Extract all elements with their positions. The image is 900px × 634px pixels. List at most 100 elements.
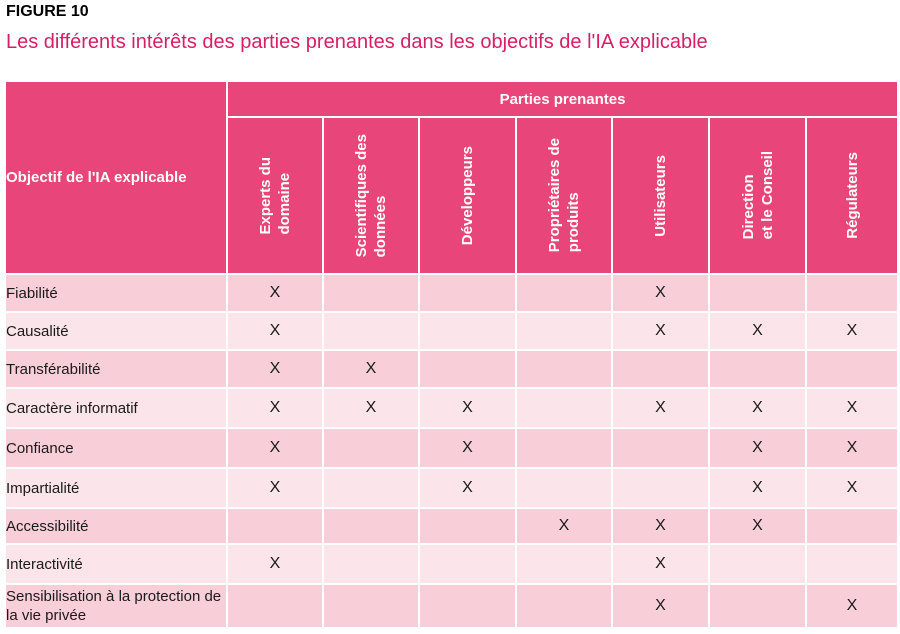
table-row: Impartialité X X X X bbox=[4, 467, 900, 509]
table-cell: X bbox=[708, 507, 807, 545]
table-cell bbox=[322, 583, 420, 629]
row-objective-label: Impartialité bbox=[4, 467, 228, 509]
row-objective-label: Caractère informatif bbox=[4, 387, 228, 429]
row-objective-label: Causalité bbox=[4, 311, 228, 351]
stakeholder-label: Utilisateurs bbox=[652, 154, 669, 237]
table-cell: X bbox=[611, 311, 710, 351]
stakeholder-label: Régulateurs bbox=[843, 152, 861, 239]
table-cell: X bbox=[418, 467, 517, 509]
table-cell: X bbox=[804, 387, 900, 429]
table-cell bbox=[226, 507, 324, 545]
table-cell bbox=[515, 583, 613, 629]
table-cell bbox=[515, 273, 613, 313]
table-cell bbox=[418, 311, 517, 351]
table-row: Sensibilisation à la protection de la vi… bbox=[4, 583, 900, 629]
row-objective-label: Interactivité bbox=[4, 543, 228, 585]
table-cell: X bbox=[804, 583, 900, 629]
header-row-group: Objectif de l'IA explicable Parties pren… bbox=[4, 80, 900, 275]
table-row: Fiabilité X X bbox=[4, 273, 900, 313]
table-cell: X bbox=[226, 349, 324, 389]
table-cell bbox=[804, 273, 900, 313]
stakeholder-header-regulators: Régulateurs bbox=[804, 116, 900, 275]
table-cell: X bbox=[515, 507, 613, 545]
table-cell bbox=[804, 543, 900, 585]
table-cell bbox=[708, 543, 807, 585]
table-cell: X bbox=[322, 349, 420, 389]
row-objective-label: Sensibilisation à la protection de la vi… bbox=[4, 583, 228, 629]
table-row: Causalité X X X X bbox=[4, 311, 900, 351]
table-cell bbox=[515, 467, 613, 509]
table-cell bbox=[515, 387, 613, 429]
table-cell: X bbox=[226, 273, 324, 313]
stakeholder-header-product-owners: Propriétaires de produits bbox=[515, 116, 613, 275]
table-cell bbox=[418, 349, 517, 389]
table-cell: X bbox=[226, 311, 324, 351]
table-cell: X bbox=[611, 273, 710, 313]
stakeholder-header-users: Utilisateurs bbox=[611, 116, 710, 275]
table-cell bbox=[322, 543, 420, 585]
table-cell: X bbox=[322, 387, 420, 429]
table-cell: X bbox=[611, 543, 710, 585]
stakeholder-label: Experts du domaine bbox=[257, 156, 293, 235]
stakeholder-header-board: Direction et le Conseil bbox=[708, 116, 807, 275]
table-cell bbox=[418, 583, 517, 629]
table-cell: X bbox=[418, 427, 517, 469]
stakeholders-group-header: Parties prenantes bbox=[225, 80, 900, 118]
table-cell: X bbox=[804, 427, 900, 469]
table-cell bbox=[804, 507, 900, 545]
stakeholder-header-data-scientists: Scientifiques des données bbox=[322, 116, 420, 275]
table-cell bbox=[418, 543, 517, 585]
stakeholder-label: Développeurs bbox=[459, 145, 476, 246]
table-cell: X bbox=[226, 387, 324, 429]
row-objective-label: Accessibilité bbox=[4, 507, 228, 545]
table-cell bbox=[515, 427, 613, 469]
table-cell: X bbox=[708, 311, 807, 351]
stakeholder-label: Propriétaires de produits bbox=[546, 138, 582, 253]
table-cell: X bbox=[611, 507, 710, 545]
table-cell: X bbox=[804, 311, 900, 351]
table-cell: X bbox=[804, 467, 900, 509]
table-cell: X bbox=[226, 467, 324, 509]
row-objective-label: Transférabilité bbox=[4, 349, 228, 389]
table-cell bbox=[804, 349, 900, 389]
table-cell: X bbox=[226, 543, 324, 585]
table-cell bbox=[708, 583, 807, 629]
row-objective-label: Confiance bbox=[4, 427, 228, 469]
table-cell bbox=[226, 583, 324, 629]
table-cell bbox=[611, 467, 710, 509]
table-cell bbox=[515, 349, 613, 389]
table-cell bbox=[322, 427, 420, 469]
table-row: Accessibilité X X X bbox=[4, 507, 900, 545]
row-objective-label: Fiabilité bbox=[4, 273, 228, 313]
table-cell: X bbox=[708, 387, 807, 429]
figure-title: Les différents intérêts des parties pren… bbox=[6, 31, 708, 53]
table-row: Transférabilité X X bbox=[4, 349, 900, 389]
table-cell bbox=[708, 273, 807, 313]
table-cell: X bbox=[708, 427, 807, 469]
table-cell: X bbox=[611, 583, 710, 629]
objective-header: Objectif de l'IA explicable bbox=[4, 80, 228, 275]
stakeholder-header-experts: Experts du domaine bbox=[226, 116, 324, 275]
table-cell bbox=[611, 349, 710, 389]
table-cell bbox=[418, 273, 517, 313]
stakeholder-table: Objectif de l'IA explicable Parties pren… bbox=[4, 80, 900, 629]
table-cell bbox=[708, 349, 807, 389]
table-cell bbox=[515, 543, 613, 585]
stakeholder-label: Scientifiques des données bbox=[353, 133, 389, 258]
table-cell: X bbox=[708, 467, 807, 509]
table-cell bbox=[418, 507, 517, 545]
figure-label: FIGURE 10 bbox=[6, 3, 89, 20]
table-cell bbox=[322, 311, 420, 351]
stakeholder-label: Direction et le Conseil bbox=[739, 151, 776, 240]
table-cell: X bbox=[611, 387, 710, 429]
table-row: Confiance X X X X bbox=[4, 427, 900, 469]
table-row: Caractère informatif X X X X X X bbox=[4, 387, 900, 429]
table-cell bbox=[515, 311, 613, 351]
table-cell bbox=[322, 467, 420, 509]
stakeholder-header-developers: Développeurs bbox=[418, 116, 517, 275]
table-cell bbox=[322, 507, 420, 545]
table-cell bbox=[322, 273, 420, 313]
table-row: Interactivité X X bbox=[4, 543, 900, 585]
header-row-stakeholders: Experts du domaine Scientifiques des don… bbox=[5, 116, 900, 275]
table-cell bbox=[611, 427, 710, 469]
